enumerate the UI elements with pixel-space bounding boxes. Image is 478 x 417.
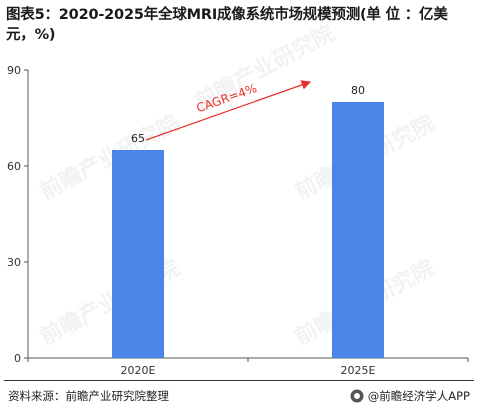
- brand-attribution: @前瞻经济学人APP: [350, 388, 470, 404]
- y-tick-label: 60: [7, 160, 21, 173]
- y-tick-label: 30: [7, 256, 21, 269]
- cagr-arrow: [145, 80, 312, 141]
- source-note: 资料来源：前瞻产业研究院整理: [8, 389, 169, 403]
- x-tick-label: 2025E: [341, 364, 376, 377]
- x-tick-label: 2020E: [121, 364, 156, 377]
- chart-title: 图表5：2020-2025年全球MRI成像系统市场规模预测(单 位 ：亿美元，%…: [6, 7, 448, 43]
- chart-footer: 资料来源：前瞻产业研究院整理 @前瞻经济学人APP: [4, 380, 474, 413]
- brand-text: @前瞻经济学人APP: [367, 389, 470, 403]
- y-tick-label: 90: [7, 64, 21, 77]
- bar: [332, 102, 384, 358]
- brand-logo-icon: [350, 389, 364, 403]
- data-label: 65: [131, 132, 145, 145]
- bar-chart: 前瞻产业研究院前瞻产业研究院前瞻产业研究院前瞻产业研究院前瞻产业研究院 0306…: [7, 20, 469, 377]
- data-label: 80: [351, 84, 365, 97]
- bar: [112, 150, 164, 358]
- y-tick-label: 0: [14, 352, 21, 365]
